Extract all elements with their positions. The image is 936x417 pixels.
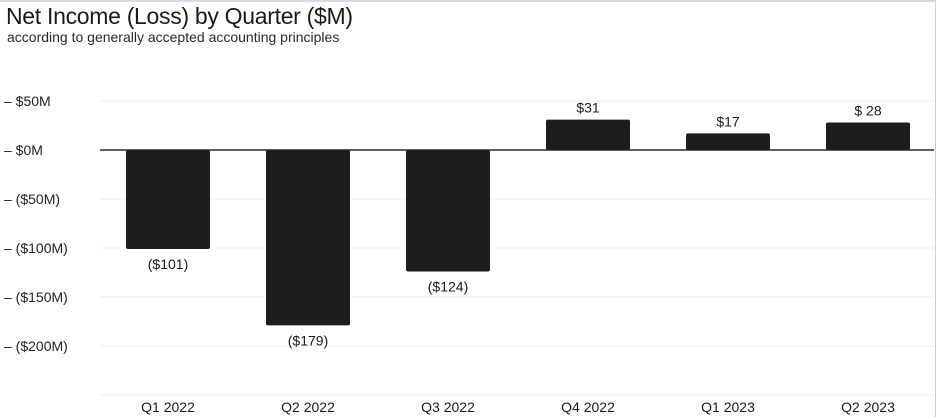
y-tick-label: – ($100M) (4, 240, 68, 256)
x-tick-label: Q2 2022 (281, 399, 335, 415)
y-axis: – $50M – $0M – ($50M) – ($100M) – ($150M) – (… (4, 93, 68, 354)
bar-q3-2022 (406, 150, 490, 272)
data-label: $17 (716, 113, 740, 129)
bar-q2-2023 (826, 122, 910, 150)
data-label: $31 (576, 100, 600, 116)
y-tick-label: – $0M (4, 142, 43, 158)
data-label: ($124) (428, 279, 468, 295)
y-tick-label: – ($50M) (4, 191, 60, 207)
data-label: $ 28 (854, 103, 881, 119)
data-label: ($179) (288, 332, 328, 348)
y-tick-label: – $50M (4, 93, 51, 109)
bars: ($101) Q1 2022 ($179) Q2 2022 ($124) Q3 2022 $… (126, 100, 910, 415)
x-tick-label: Q4 2022 (561, 399, 615, 415)
y-tick-label: – ($150M) (4, 289, 68, 305)
x-tick-label: Q1 2023 (701, 399, 755, 415)
x-tick-label: Q3 2022 (421, 399, 475, 415)
gridlines (100, 100, 934, 396)
bar-q1-2022 (126, 150, 210, 249)
bar-q2-2022 (266, 150, 350, 326)
bar-q4-2022 (546, 119, 630, 150)
top-rule (0, 0, 936, 2)
y-tick-label: – ($200M) (4, 338, 68, 354)
chart-title: Net Income (Loss) by Quarter ($M) (6, 3, 353, 29)
data-label: ($101) (148, 256, 188, 272)
chart-subtitle: according to generally accepted accounti… (7, 29, 340, 45)
bar-q1-2023 (686, 133, 770, 150)
x-tick-label: Q1 2022 (141, 399, 195, 415)
x-tick-label: Q2 2023 (841, 399, 895, 415)
